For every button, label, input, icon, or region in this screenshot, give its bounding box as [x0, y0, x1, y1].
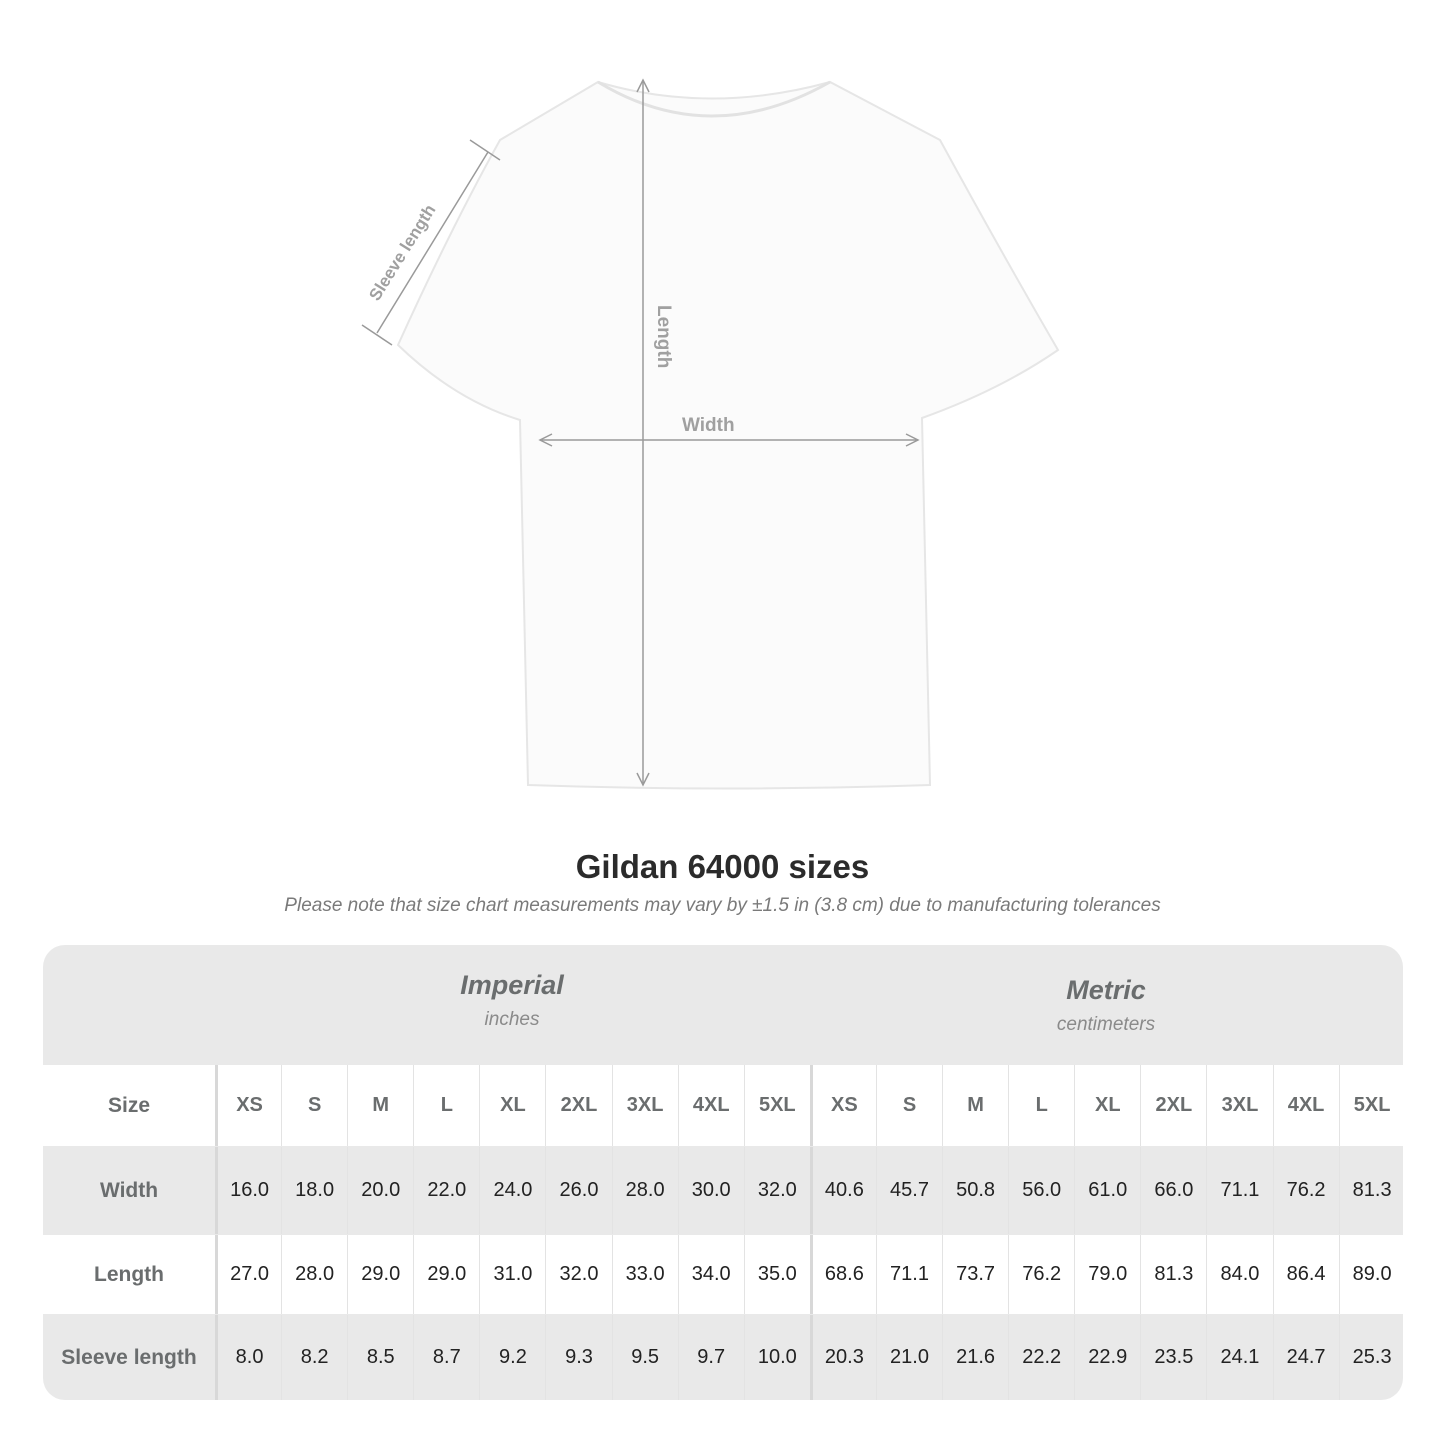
imperial-size-header: XS	[215, 1065, 281, 1146]
imperial-value-cell: 9.5	[611, 1315, 678, 1400]
metric-value-cell: 66.0	[1140, 1147, 1206, 1234]
imperial-size-header: XL	[479, 1065, 545, 1146]
imperial-value-cell: 33.0	[611, 1235, 678, 1314]
metric-value-cell: 81.3	[1140, 1235, 1206, 1314]
metric-value-cell: 61.0	[1074, 1147, 1140, 1234]
metric-value-cell: 73.7	[942, 1235, 1008, 1314]
metric-value-cell: 89.0	[1338, 1235, 1403, 1314]
imperial-value-cell: 9.3	[545, 1315, 611, 1400]
metric-value-cell: 24.7	[1272, 1315, 1339, 1400]
imperial-value-cell: 32.0	[545, 1235, 611, 1314]
metric-value-cell: 22.2	[1008, 1315, 1074, 1400]
metric-value-cell: 50.8	[942, 1147, 1008, 1234]
metric-value-cell: 71.1	[1206, 1147, 1272, 1234]
metric-size-header: S	[875, 1065, 942, 1146]
metric-value-cell: 45.7	[875, 1147, 942, 1234]
metric-value-cell: 76.2	[1008, 1235, 1074, 1314]
tshirt-diagram: Length Width Sleeve length	[361, 78, 1060, 790]
table-row: Width 16.0 18.0 20.0 22.0 24.0 26.0 28.0 30.0 32.…	[43, 1147, 1403, 1234]
imperial-value-cell: 35.0	[743, 1235, 810, 1314]
sleeve-measure-line	[376, 151, 489, 334]
metric-value-cell: 20.3	[809, 1315, 876, 1400]
imperial-value-cell: 8.0	[215, 1315, 281, 1400]
imperial-value-cell: 32.0	[743, 1147, 810, 1234]
metric-size-header: 5XL	[1338, 1065, 1403, 1146]
imperial-value-cell: 28.0	[281, 1235, 347, 1314]
metric-value-cell: 76.2	[1272, 1147, 1339, 1234]
metric-size-header: XL	[1074, 1065, 1140, 1146]
metric-value-cell: 68.6	[809, 1235, 876, 1314]
imperial-value-cell: 29.0	[347, 1235, 413, 1314]
imperial-value-cell: 29.0	[413, 1235, 479, 1314]
table-row: Sleeve length 8.0 8.2 8.5 8.7 9.2 9.3 9.5 9.7 10.…	[43, 1315, 1403, 1400]
row-label: Width	[99, 1178, 159, 1202]
imperial-value-cell: 24.0	[479, 1147, 545, 1234]
size-header-row: Size XS S M L XL 2XL 3XL 4XL 5XL XS S M L XL 2XL 3XL 4XL 5…	[43, 1065, 1403, 1146]
imperial-value-cell: 8.2	[281, 1315, 347, 1400]
metric-header: Metric centimeters	[1056, 975, 1156, 1035]
imperial-value-cell: 9.2	[479, 1315, 545, 1400]
metric-size-header: 2XL	[1140, 1065, 1206, 1146]
metric-value-cell: 71.1	[875, 1235, 942, 1314]
tolerance-note: Please note that size chart measurements…	[284, 895, 1161, 916]
metric-value-cell: 25.3	[1338, 1315, 1403, 1400]
metric-value-cell: 22.9	[1074, 1315, 1140, 1400]
imperial-size-header: 5XL	[743, 1065, 810, 1146]
metric-size-header: XS	[809, 1065, 876, 1146]
metric-value-cell: 40.6	[809, 1147, 876, 1234]
imperial-size-header: 2XL	[545, 1065, 611, 1146]
metric-size-header: 3XL	[1206, 1065, 1272, 1146]
metric-value-cell: 24.1	[1206, 1315, 1272, 1400]
row-label: Sleeve length	[61, 1345, 197, 1369]
imperial-value-cell: 20.0	[347, 1147, 413, 1234]
metric-size-header: M	[942, 1065, 1008, 1146]
imperial-size-header: L	[413, 1065, 479, 1146]
imperial-header: Imperial inches	[460, 970, 564, 1030]
imperial-size-header: S	[281, 1065, 347, 1146]
metric-value-cell: 84.0	[1206, 1235, 1272, 1314]
metric-value-cell: 81.3	[1338, 1147, 1403, 1234]
imperial-value-cell: 16.0	[215, 1147, 281, 1234]
table-row: Length 27.0 28.0 29.0 29.0 31.0 32.0 33.0 34.0 35…	[43, 1235, 1403, 1314]
imperial-value-cell: 31.0	[479, 1235, 545, 1314]
imperial-size-header: 3XL	[611, 1065, 678, 1146]
width-label: Width	[682, 415, 735, 436]
tshirt-image	[396, 80, 1060, 790]
imperial-size-header: M	[347, 1065, 413, 1146]
row-label: Length	[94, 1262, 164, 1286]
imperial-value-cell: 9.7	[677, 1315, 744, 1400]
metric-size-header: 4XL	[1272, 1065, 1339, 1146]
imperial-value-cell: 27.0	[215, 1235, 281, 1314]
imperial-value-cell: 34.0	[677, 1235, 744, 1314]
row-label: Size	[107, 1093, 151, 1117]
imperial-value-cell: 10.0	[743, 1315, 810, 1400]
page-title: Gildan 64000 sizes	[575, 848, 870, 885]
metric-value-cell: 23.5	[1140, 1315, 1206, 1400]
imperial-value-cell: 18.0	[281, 1147, 347, 1234]
imperial-value-cell: 8.7	[413, 1315, 479, 1400]
imperial-value-cell: 30.0	[677, 1147, 744, 1234]
metric-value-cell: 79.0	[1074, 1235, 1140, 1314]
metric-value-cell: 86.4	[1272, 1235, 1339, 1314]
metric-size-header: L	[1008, 1065, 1074, 1146]
imperial-value-cell: 8.5	[347, 1315, 413, 1400]
imperial-value-cell: 22.0	[413, 1147, 479, 1234]
imperial-value-cell: 26.0	[545, 1147, 611, 1234]
metric-value-cell: 21.0	[875, 1315, 942, 1400]
metric-value-cell: 56.0	[1008, 1147, 1074, 1234]
size-table: Imperial inches Metric centimeters Size X…	[43, 945, 1403, 1400]
imperial-value-cell: 28.0	[611, 1147, 678, 1234]
length-label: Length	[653, 305, 674, 368]
imperial-size-header: 4XL	[677, 1065, 744, 1146]
metric-value-cell: 21.6	[942, 1315, 1008, 1400]
